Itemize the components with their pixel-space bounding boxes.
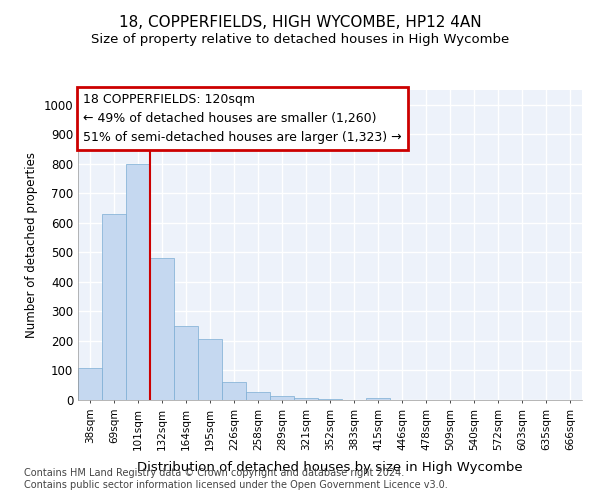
Bar (294, 398, 318, 400)
Text: 18 COPPERFIELDS: 120sqm
← 49% of detached houses are smaller (1,260)
51% of semi: 18 COPPERFIELDS: 120sqm ← 49% of detache… (83, 93, 401, 144)
Bar (198, 340, 222, 400)
Bar (102, 214, 126, 400)
Bar (126, 164, 150, 400)
X-axis label: Distribution of detached houses by size in High Wycombe: Distribution of detached houses by size … (137, 461, 523, 474)
Bar (78, 368, 102, 400)
Bar (150, 258, 174, 400)
Bar (270, 396, 294, 400)
Y-axis label: Number of detached properties: Number of detached properties (25, 152, 38, 338)
Bar (246, 392, 270, 400)
Text: Contains HM Land Registry data © Crown copyright and database right 2024.: Contains HM Land Registry data © Crown c… (24, 468, 404, 477)
Text: 18, COPPERFIELDS, HIGH WYCOMBE, HP12 4AN: 18, COPPERFIELDS, HIGH WYCOMBE, HP12 4AN (119, 15, 481, 30)
Bar (366, 398, 390, 400)
Text: Size of property relative to detached houses in High Wycombe: Size of property relative to detached ho… (91, 32, 509, 46)
Bar (222, 382, 246, 400)
Bar (174, 326, 198, 400)
Bar (318, 399, 342, 400)
Text: Contains public sector information licensed under the Open Government Licence v3: Contains public sector information licen… (24, 480, 448, 490)
